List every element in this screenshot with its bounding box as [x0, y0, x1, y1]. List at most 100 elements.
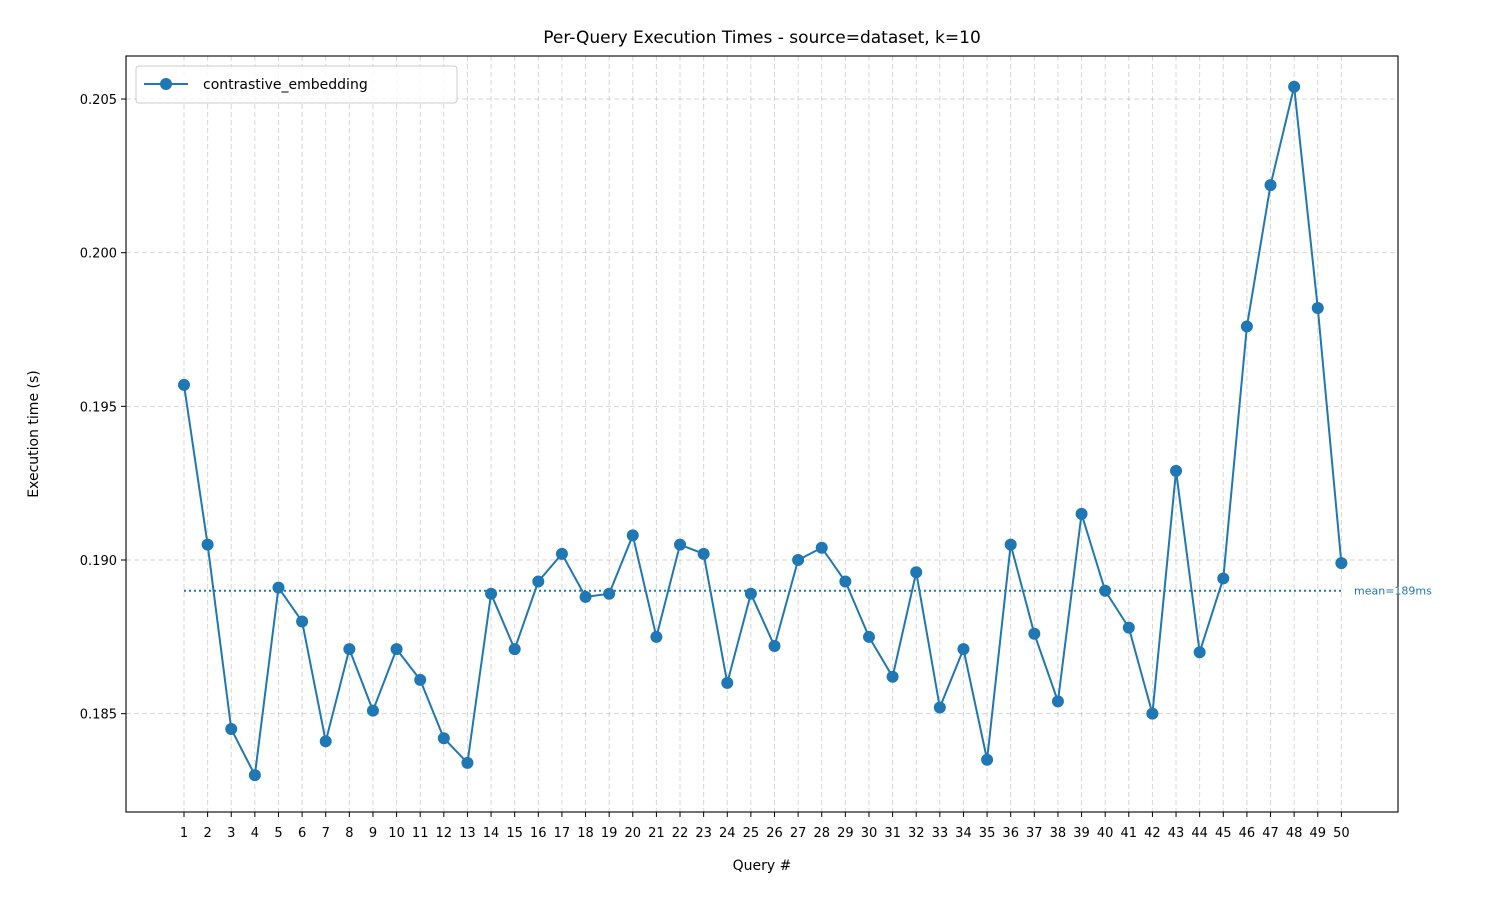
data-point — [721, 676, 734, 689]
x-tick-label: 16 — [530, 826, 547, 841]
data-point — [1028, 627, 1041, 640]
data-point — [390, 643, 403, 656]
x-tick-label: 32 — [908, 826, 925, 841]
x-tick-label: 44 — [1191, 826, 1208, 841]
x-tick-label: 1 — [180, 826, 188, 841]
data-point — [1146, 707, 1159, 720]
y-axis: 0.185 0.190 0.195 0.200 0.205 — [80, 93, 126, 723]
x-tick-label: 10 — [388, 826, 405, 841]
data-point — [1193, 646, 1206, 659]
x-tick-label: 40 — [1097, 826, 1114, 841]
data-point — [555, 547, 568, 560]
x-tick-label: 29 — [837, 826, 854, 841]
y-tick-label: 0.205 — [80, 93, 117, 108]
x-tick-label: 14 — [483, 826, 500, 841]
data-point — [1311, 302, 1324, 314]
x-tick-label: 20 — [625, 826, 642, 841]
plot-area-frame — [125, 55, 1399, 813]
data-point — [650, 630, 663, 643]
data-point — [248, 769, 261, 782]
data-point — [343, 643, 356, 656]
data-point — [319, 735, 332, 748]
x-tick-label: 39 — [1073, 826, 1090, 841]
data-point — [1170, 464, 1183, 477]
x-tick-label: 31 — [884, 826, 901, 841]
data-point — [296, 615, 309, 628]
legend: contrastive_embedding — [135, 65, 458, 104]
data-point — [1217, 572, 1230, 585]
data-point — [910, 566, 923, 579]
x-tick-label: 35 — [979, 826, 996, 841]
x-tick-label: 48 — [1286, 826, 1303, 841]
data-point — [981, 753, 994, 766]
data-point — [744, 587, 757, 600]
data-point — [1122, 621, 1135, 634]
x-tick-label: 43 — [1168, 826, 1185, 841]
x-tick-label: 2 — [203, 826, 211, 841]
data-point — [957, 643, 970, 656]
x-axis-title: Query # — [733, 858, 792, 874]
x-tick-label: 17 — [554, 826, 571, 841]
x-tick-label: 38 — [1050, 826, 1067, 841]
x-tick-label: 25 — [743, 826, 760, 841]
x-tick-label: 36 — [1002, 826, 1019, 841]
data-point — [437, 732, 450, 745]
x-tick-label: 13 — [459, 826, 476, 841]
data-point — [1099, 584, 1112, 597]
legend-marker-swatch — [160, 78, 172, 90]
x-tick-label: 12 — [436, 826, 453, 841]
data-point — [201, 538, 214, 551]
legend-box — [135, 65, 458, 104]
x-tick-label: 42 — [1144, 826, 1161, 841]
data-point — [1264, 179, 1277, 192]
x-tick-label: 41 — [1121, 826, 1138, 841]
data-point — [225, 723, 238, 736]
data-point — [1051, 695, 1064, 708]
x-tick-label: 19 — [601, 826, 618, 841]
x-tick-label: 34 — [955, 826, 972, 841]
x-tick-label: 5 — [274, 826, 282, 841]
data-point — [414, 673, 427, 686]
x-tick-label: 9 — [369, 826, 377, 841]
x-tick-label: 46 — [1239, 826, 1256, 841]
data-point — [366, 704, 379, 717]
y-axis-title: Execution time (s) — [26, 370, 42, 497]
data-point — [697, 547, 710, 560]
x-tick-label: 37 — [1026, 826, 1043, 841]
y-tick-label: 0.190 — [80, 554, 117, 569]
series-line — [183, 85, 1343, 777]
mean-label: mean=189ms — [1354, 585, 1432, 598]
x-tick-label: 6 — [298, 826, 306, 841]
x-tick-label: 49 — [1309, 826, 1326, 841]
x-tick-label: 11 — [412, 826, 429, 841]
x-tick-label: 4 — [251, 826, 259, 841]
x-tick-label: 21 — [648, 826, 665, 841]
x-tick-label: 8 — [345, 826, 353, 841]
x-tick-label: 27 — [790, 826, 807, 841]
legend-label: contrastive_embedding — [203, 77, 368, 93]
data-point — [272, 581, 285, 594]
x-tick-label: 33 — [932, 826, 949, 841]
data-point — [1075, 507, 1088, 520]
x-tick-label: 50 — [1333, 826, 1350, 841]
data-point — [768, 640, 781, 653]
x-tick-label: 30 — [861, 826, 878, 841]
data-point — [886, 670, 899, 683]
y-tick-label: 0.185 — [80, 708, 117, 723]
data-point — [532, 575, 545, 588]
data-point — [839, 575, 852, 588]
x-tick-label: 7 — [322, 826, 330, 841]
data-point — [178, 378, 190, 391]
data-point — [792, 554, 805, 566]
x-axis: 1 2 3 4 5 6 7 8 9 10 11 12 13 14 15 16 17 18 19 20 21 22 23 24 2… — [180, 812, 1350, 841]
data-point — [603, 587, 616, 600]
data-point — [1004, 538, 1017, 551]
y-tick-label: 0.200 — [80, 247, 117, 262]
data-point — [674, 538, 687, 551]
grid-lines — [126, 56, 1398, 812]
x-tick-label: 45 — [1215, 826, 1232, 841]
data-point — [933, 701, 946, 714]
data-point — [579, 590, 592, 603]
data-point — [1335, 557, 1348, 570]
